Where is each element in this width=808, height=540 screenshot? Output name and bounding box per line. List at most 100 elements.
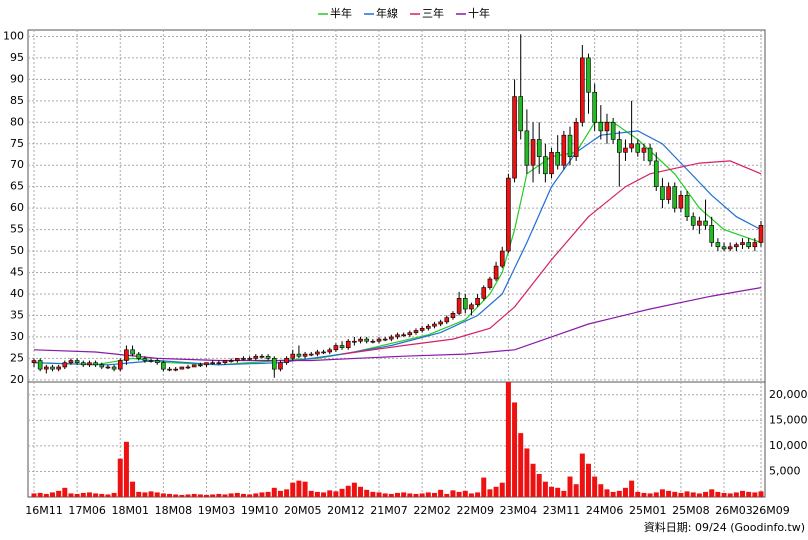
volume-bar [727,493,733,497]
candle-body [161,362,166,370]
y-tick-label: 55 [10,223,24,236]
volume-bar [345,485,351,497]
candle-body [308,353,314,356]
volume-bar [148,491,154,497]
volume-bar [296,480,302,497]
x-tick-label: 22M09 [457,504,495,517]
candle-body [105,366,111,369]
candle-body [222,360,228,363]
volume-panel [27,381,766,498]
volume-bar [752,492,758,497]
volume-bar [265,491,271,497]
volume-bar [746,491,752,497]
candle-body [653,160,659,187]
volume-bar [629,480,635,497]
candle-body [536,139,542,157]
price-panel [27,29,766,383]
volume-bar [222,494,228,497]
volume-bar [758,491,764,497]
candle-body [524,130,530,166]
candle-body [339,345,345,348]
candle-body [358,338,363,342]
ma-line [342,160,762,355]
volume-bar [62,487,68,497]
volume-bar [259,492,265,497]
y-tick-label: 35 [10,308,24,321]
volume-bar [542,481,548,497]
candle-body [185,366,191,369]
volume-bar [364,489,370,497]
candle-body [130,349,135,355]
volume-bar [43,493,49,497]
volume-bar [622,487,628,497]
candle-body [715,242,721,248]
volume-bar [204,494,210,497]
volume-bar [653,492,659,497]
volume-bar [573,484,579,497]
volume-bar [524,448,530,497]
candle-body [561,134,567,166]
volume-bar [413,493,419,497]
candle-body [604,121,610,132]
candle-body [438,321,443,325]
candle-body [487,278,493,288]
candle-body [315,351,320,355]
volume-bar [167,493,173,497]
candle-body [580,57,585,123]
volume-bar [351,482,357,497]
candle-body [327,349,333,353]
volume-bar [284,489,290,497]
volume-bar [179,494,185,497]
candle-body [635,143,641,153]
candle-body [148,360,154,362]
volume-bar [130,481,136,497]
candle-body [204,362,209,366]
volume-bar [635,491,641,497]
volume-bar [339,488,345,497]
y-tick-label: 75 [10,137,24,150]
candle-body [278,362,283,370]
volume-bar [666,490,672,497]
volume-bar [431,492,437,497]
volume-bar [450,490,456,497]
candle-body [68,360,74,363]
volume-bar [271,487,277,497]
volume-bar [111,492,117,497]
volume-bar [191,493,197,497]
volume-bar [549,486,555,497]
volume-bar [376,492,382,497]
candle-body [462,297,468,310]
x-tick-label: 19M10 [241,504,279,517]
volume-bar [733,492,739,497]
candle-body [598,121,604,132]
candle-body [697,220,702,226]
volume-bar [395,492,400,497]
candle-body [31,360,37,363]
candle-body [296,353,302,357]
x-tick-label: 25M01 [629,504,667,517]
volume-bar [308,490,314,497]
volume-bar [80,492,86,497]
candle-body [290,353,296,359]
candle-body [555,152,560,166]
volume-bar [438,489,444,497]
candle-body [50,366,55,370]
candle-body [727,246,733,250]
volume-bar [444,493,450,497]
volume-bar [487,489,493,497]
y-tick-label: 95 [10,51,24,64]
y2-tick-label: 5,000 [769,464,801,477]
candle-body [493,265,499,280]
candle-body [666,186,671,200]
volume-bar [715,491,721,497]
x-tick-label: 18M08 [155,504,193,517]
candle-body [271,358,277,370]
candle-body [228,360,234,362]
volume-bar [49,492,55,497]
volume-bar [475,492,481,497]
volume-bar [592,476,598,497]
candle-body [87,362,92,366]
candle-body [499,250,505,267]
x-tick-label: 23M04 [500,504,538,517]
